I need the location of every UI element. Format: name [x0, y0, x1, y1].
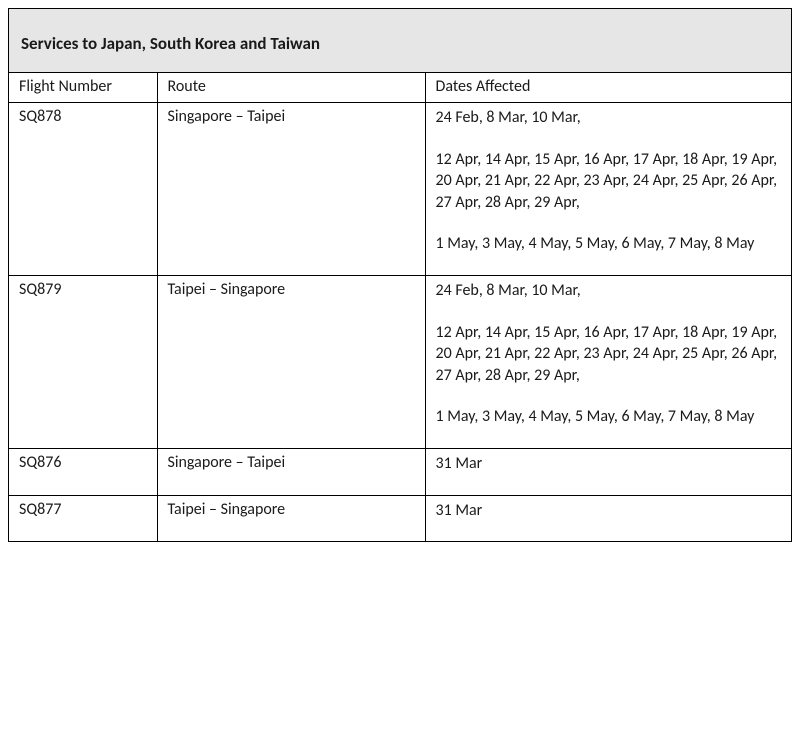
- cell-flight-number: SQ878: [9, 103, 157, 276]
- cell-route: Taipei – Singapore: [157, 495, 425, 541]
- cell-route: Singapore – Taipei: [157, 103, 425, 276]
- flight-services-table: Services to Japan, South Korea and Taiwa…: [8, 8, 792, 542]
- dates-block: 12 Apr, 14 Apr, 15 Apr, 16 Apr, 17 Apr, …: [436, 322, 782, 387]
- cell-route: Taipei – Singapore: [157, 275, 425, 448]
- cell-dates-affected: 24 Feb, 8 Mar, 10 Mar, 12 Apr, 14 Apr, 1…: [425, 103, 791, 276]
- dates-block: 31 Mar: [436, 453, 782, 475]
- table-row: SQ879 Taipei – Singapore 24 Feb, 8 Mar, …: [9, 275, 791, 448]
- dates-block: 24 Feb, 8 Mar, 10 Mar,: [436, 107, 782, 129]
- table-row: SQ878 Singapore – Taipei 24 Feb, 8 Mar, …: [9, 103, 791, 276]
- cell-dates-affected: 31 Mar: [425, 448, 791, 495]
- table: Services to Japan, South Korea and Taiwa…: [9, 9, 791, 541]
- cell-flight-number: SQ877: [9, 495, 157, 541]
- dates-block: 12 Apr, 14 Apr, 15 Apr, 16 Apr, 17 Apr, …: [436, 149, 782, 214]
- dates-block: 31 Mar: [436, 500, 782, 522]
- col-header-dates-affected: Dates Affected: [425, 73, 791, 103]
- dates-block: 1 May, 3 May, 4 May, 5 May, 6 May, 7 May…: [436, 233, 782, 255]
- cell-flight-number: SQ879: [9, 275, 157, 448]
- col-header-flight-number: Flight Number: [9, 73, 157, 103]
- cell-flight-number: SQ876: [9, 448, 157, 495]
- table-row: SQ876 Singapore – Taipei 31 Mar: [9, 448, 791, 495]
- cell-route: Singapore – Taipei: [157, 448, 425, 495]
- table-header-row: Flight Number Route Dates Affected: [9, 73, 791, 103]
- dates-block: 24 Feb, 8 Mar, 10 Mar,: [436, 280, 782, 302]
- dates-block: 1 May, 3 May, 4 May, 5 May, 6 May, 7 May…: [436, 406, 782, 428]
- table-row: SQ877 Taipei – Singapore 31 Mar: [9, 495, 791, 541]
- cell-dates-affected: 31 Mar: [425, 495, 791, 541]
- col-header-route: Route: [157, 73, 425, 103]
- cell-dates-affected: 24 Feb, 8 Mar, 10 Mar, 12 Apr, 14 Apr, 1…: [425, 275, 791, 448]
- table-title: Services to Japan, South Korea and Taiwa…: [9, 9, 791, 73]
